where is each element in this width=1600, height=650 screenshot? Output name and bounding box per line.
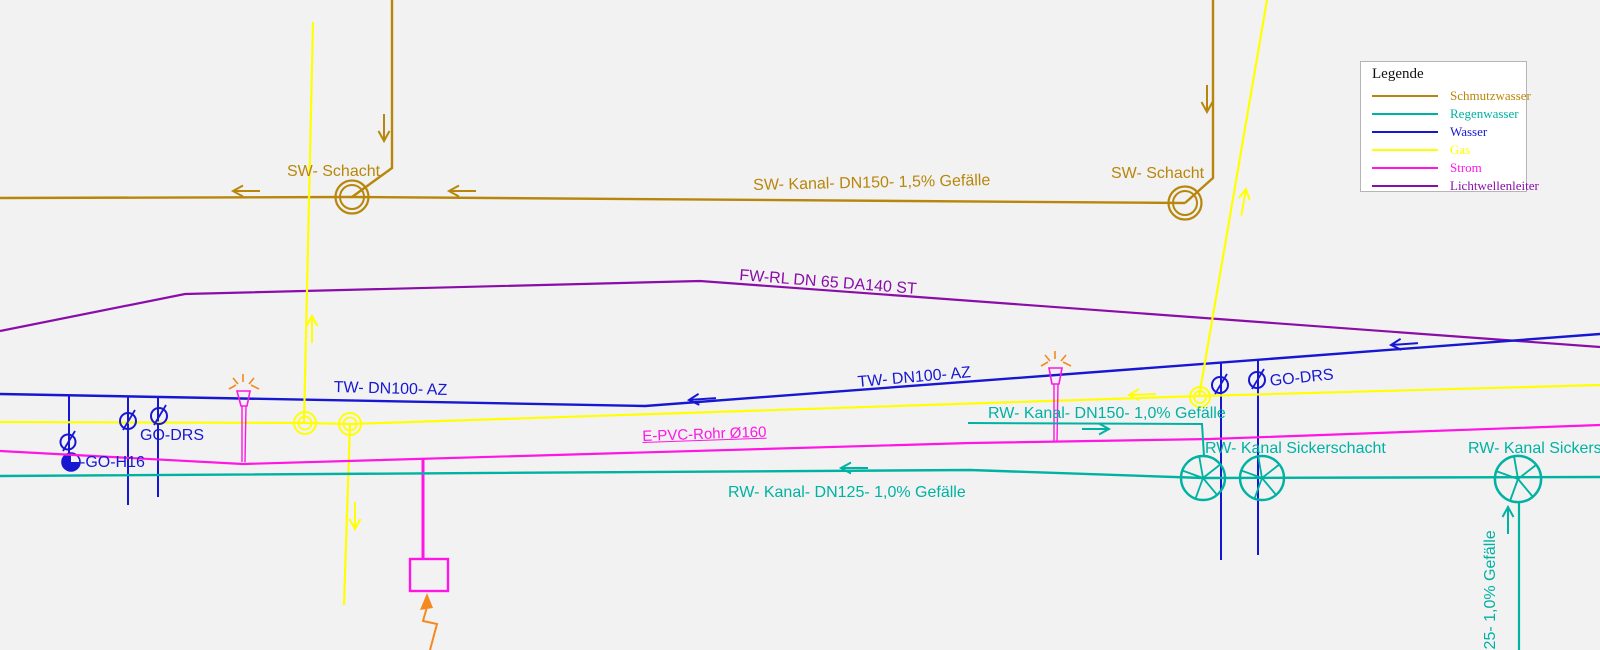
flow-arrow-down-icon bbox=[1200, 84, 1214, 113]
flow-arrow-up-icon bbox=[1501, 506, 1515, 535]
lightning-bolt-icon bbox=[420, 593, 439, 650]
gas-valve-icon bbox=[338, 412, 362, 436]
power-cabinet-icon bbox=[408, 557, 450, 593]
flow-arrow-down-icon bbox=[348, 501, 362, 530]
lamp-rays-icon bbox=[228, 374, 260, 390]
water-valve-icon bbox=[1248, 371, 1266, 389]
regenwasser-line-swatch bbox=[1372, 113, 1438, 115]
label-rw-sickerschacht-right: RW- Kanal Sickerschacht bbox=[1468, 440, 1600, 457]
legend-row-lichtwellenleiter: Lichtwellenleiter bbox=[1372, 177, 1539, 195]
manhole-left-icon bbox=[334, 179, 370, 215]
legend-row-strom: Strom bbox=[1372, 159, 1526, 177]
label-go-drs-left: GO-DRS bbox=[140, 427, 204, 444]
rainwater-network bbox=[0, 422, 1600, 650]
legend-label: Strom bbox=[1450, 160, 1482, 175]
label-sw-schacht-right: SW- Schacht bbox=[1111, 165, 1205, 182]
sewage-network bbox=[0, 0, 1215, 221]
legend-label: Wasser bbox=[1450, 124, 1488, 139]
schmutzwasser-line-swatch bbox=[1372, 95, 1438, 97]
label-rw-kanal-dn150: RW- Kanal- DN150- 1,0% Gefälle bbox=[988, 405, 1226, 422]
flow-arrow-left-icon bbox=[448, 184, 477, 198]
manhole-right-icon bbox=[1167, 185, 1203, 221]
label-sw-schacht-left: SW- Schacht bbox=[287, 163, 381, 180]
gas-network bbox=[0, 0, 1600, 606]
gas-line-swatch bbox=[1372, 149, 1438, 151]
street-lamp-icon bbox=[1040, 351, 1072, 443]
legend-row-regenwasser: Regenwasser bbox=[1372, 105, 1526, 123]
gas-valve-icon bbox=[1189, 386, 1211, 408]
gas-valve-icon bbox=[293, 411, 317, 435]
water-valve-icon bbox=[1211, 376, 1229, 394]
label-rw-kanal-dn125: RW- Kanal- DN125- 1,0% Gefälle bbox=[728, 484, 966, 501]
label-go-h16: -GO-H16 bbox=[80, 454, 145, 471]
water-valve-icon bbox=[150, 407, 168, 425]
power-network bbox=[0, 351, 1600, 650]
flow-arrow-down-icon bbox=[377, 113, 391, 142]
flow-arrow-up-icon bbox=[1234, 187, 1253, 218]
legend-title: Legende bbox=[1372, 66, 1424, 82]
water-symbols bbox=[59, 336, 1420, 472]
legend-label: Schmutzwasser bbox=[1450, 88, 1531, 103]
street-lamp-icon bbox=[228, 374, 260, 463]
fiber-heat-line bbox=[0, 279, 1600, 349]
legend: Legende Schmutzwasser Regenwasser Wasser… bbox=[1360, 61, 1539, 195]
label-rw-kanal-dn125-vertical: RW- Kanal- DN125- 1,0% Gefälle bbox=[1482, 530, 1499, 650]
flow-arrow-up-icon bbox=[305, 315, 319, 344]
lichtwellenleiter-line-swatch bbox=[1372, 185, 1438, 187]
legend-row-gas: Gas bbox=[1372, 141, 1526, 159]
label-rw-sickerschacht-mid: RW- Kanal Sickerschacht bbox=[1205, 440, 1386, 457]
strom-line-swatch bbox=[1372, 167, 1438, 169]
wasser-line-swatch bbox=[1372, 131, 1438, 133]
flow-arrow-right-icon bbox=[1081, 422, 1110, 436]
legend-row-wasser: Wasser bbox=[1372, 123, 1526, 141]
soakaway-shaft-icon bbox=[1493, 454, 1543, 504]
lamp-rays-icon bbox=[1040, 351, 1072, 367]
flow-arrow-left-icon bbox=[232, 184, 261, 198]
label-tw-dn100-left: TW- DN100- AZ bbox=[333, 379, 448, 399]
water-valve-icon bbox=[59, 433, 77, 451]
water-valve-icon bbox=[119, 412, 137, 430]
legend-row-schmutzwasser: Schmutzwasser bbox=[1372, 87, 1531, 105]
legend-label: Regenwasser bbox=[1450, 106, 1519, 121]
legend-label: Gas bbox=[1450, 142, 1471, 157]
legend-label: Lichtwellenleiter bbox=[1450, 178, 1539, 193]
